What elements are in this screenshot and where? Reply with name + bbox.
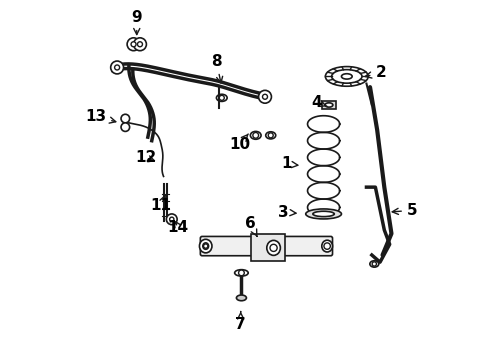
Ellipse shape	[325, 67, 368, 86]
Text: 6: 6	[245, 216, 257, 237]
Circle shape	[270, 244, 277, 251]
Circle shape	[324, 243, 330, 249]
Text: 12: 12	[135, 150, 156, 165]
Ellipse shape	[306, 209, 342, 219]
Circle shape	[253, 132, 259, 138]
Text: 10: 10	[229, 134, 250, 152]
Circle shape	[220, 95, 224, 100]
Ellipse shape	[370, 261, 379, 267]
Text: 14: 14	[168, 220, 189, 235]
Text: 9: 9	[131, 10, 142, 35]
Circle shape	[131, 42, 136, 47]
Circle shape	[203, 244, 208, 248]
Text: 3: 3	[278, 204, 296, 220]
Text: 1: 1	[281, 157, 298, 171]
Circle shape	[134, 38, 147, 51]
Circle shape	[372, 262, 376, 266]
Circle shape	[121, 123, 130, 131]
FancyBboxPatch shape	[251, 234, 285, 261]
Circle shape	[263, 94, 268, 99]
FancyBboxPatch shape	[200, 237, 333, 256]
FancyBboxPatch shape	[322, 102, 336, 109]
Text: 13: 13	[85, 109, 116, 124]
Circle shape	[111, 61, 123, 74]
Ellipse shape	[342, 74, 352, 79]
Ellipse shape	[267, 240, 280, 255]
Ellipse shape	[237, 295, 246, 301]
Circle shape	[268, 133, 273, 138]
Ellipse shape	[325, 103, 333, 107]
Ellipse shape	[313, 211, 334, 217]
Text: 11: 11	[150, 195, 172, 213]
Circle shape	[167, 214, 177, 225]
Circle shape	[170, 217, 174, 221]
Circle shape	[239, 270, 245, 276]
Text: 5: 5	[392, 203, 417, 218]
Text: 7: 7	[235, 312, 246, 332]
Ellipse shape	[199, 239, 212, 253]
Text: 2: 2	[366, 65, 386, 80]
Circle shape	[121, 114, 130, 123]
Text: 8: 8	[211, 54, 222, 83]
Ellipse shape	[250, 131, 261, 139]
Text: 4: 4	[311, 95, 327, 110]
Ellipse shape	[322, 240, 333, 252]
Ellipse shape	[203, 243, 209, 249]
Ellipse shape	[235, 270, 248, 276]
Ellipse shape	[217, 94, 227, 102]
Circle shape	[259, 90, 271, 103]
Ellipse shape	[332, 69, 362, 83]
Circle shape	[127, 38, 140, 51]
Circle shape	[138, 42, 143, 47]
Circle shape	[115, 65, 120, 70]
Ellipse shape	[266, 132, 276, 139]
